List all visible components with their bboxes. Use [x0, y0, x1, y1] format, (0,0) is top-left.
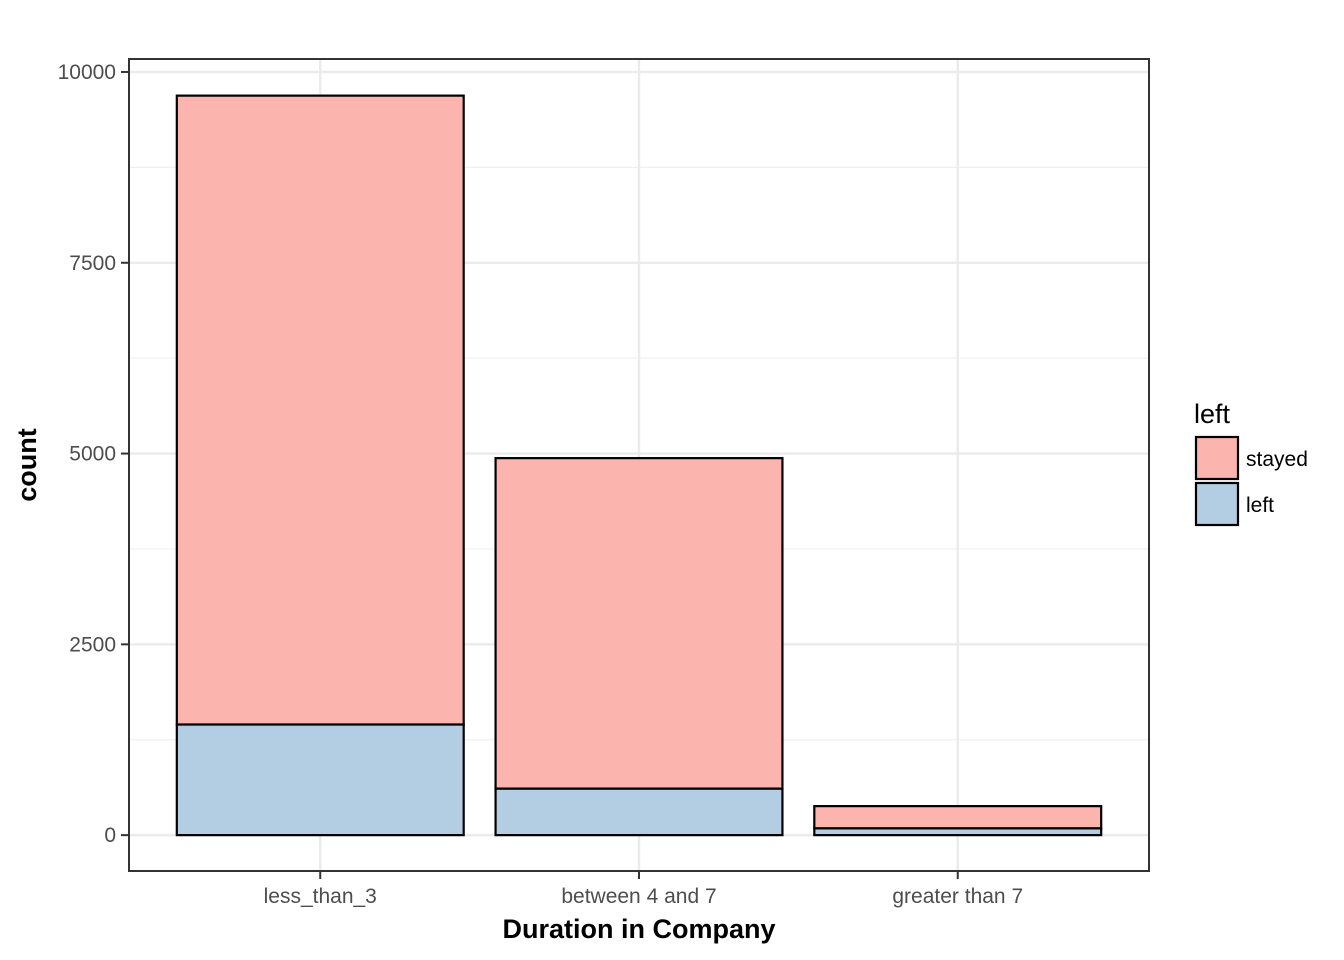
x-axis: less_than_3 between 4 and 7 greater than 7	[264, 871, 1023, 908]
legend-swatch	[1194, 435, 1240, 481]
legend-label: stayed	[1246, 448, 1308, 471]
x-tick-label: between 4 and 7	[561, 885, 716, 908]
y-tick-label: 10000	[58, 61, 116, 84]
y-axis-title: count	[12, 428, 42, 502]
y-tick-label: 2500	[69, 633, 116, 656]
bar-segment	[813, 805, 1103, 830]
legend-title: left	[1194, 399, 1231, 429]
y-tick-label: 0	[104, 824, 116, 847]
bar-segment	[175, 94, 465, 726]
x-tick-label: greater than 7	[892, 885, 1023, 908]
y-axis: 0 2500 5000 7500 10000	[58, 61, 129, 847]
legend: left stayed left	[1194, 399, 1308, 527]
x-axis-title: Duration in Company	[502, 914, 775, 944]
bar-segment	[175, 723, 465, 837]
legend-label: left	[1246, 494, 1274, 517]
y-tick-label: 7500	[69, 252, 116, 275]
bar-segment	[494, 457, 784, 790]
legend-swatch	[1194, 481, 1240, 527]
bar-segment	[494, 787, 784, 837]
x-tick-label: less_than_3	[264, 885, 377, 908]
y-tick-label: 5000	[69, 443, 116, 466]
bars	[175, 94, 1103, 837]
